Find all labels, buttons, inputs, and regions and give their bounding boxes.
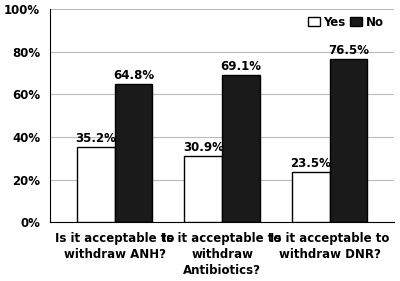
Text: 64.8%: 64.8% <box>113 69 154 82</box>
Bar <box>330 59 367 222</box>
Text: 30.9%: 30.9% <box>183 141 224 154</box>
Legend: Yes, No: Yes, No <box>303 11 388 33</box>
Bar <box>292 172 330 222</box>
Text: 23.5%: 23.5% <box>290 157 331 170</box>
Bar <box>114 84 152 222</box>
Text: 35.2%: 35.2% <box>75 132 116 145</box>
Text: 76.5%: 76.5% <box>328 44 369 57</box>
Bar <box>77 147 114 222</box>
Text: 69.1%: 69.1% <box>220 60 262 73</box>
Bar <box>222 75 260 222</box>
Bar <box>184 156 222 222</box>
